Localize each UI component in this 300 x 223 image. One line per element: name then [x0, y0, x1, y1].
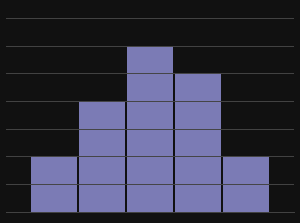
Bar	[175, 73, 221, 212]
Bar	[223, 156, 269, 212]
Bar	[127, 45, 173, 212]
Bar	[31, 156, 77, 212]
Bar	[79, 101, 125, 212]
